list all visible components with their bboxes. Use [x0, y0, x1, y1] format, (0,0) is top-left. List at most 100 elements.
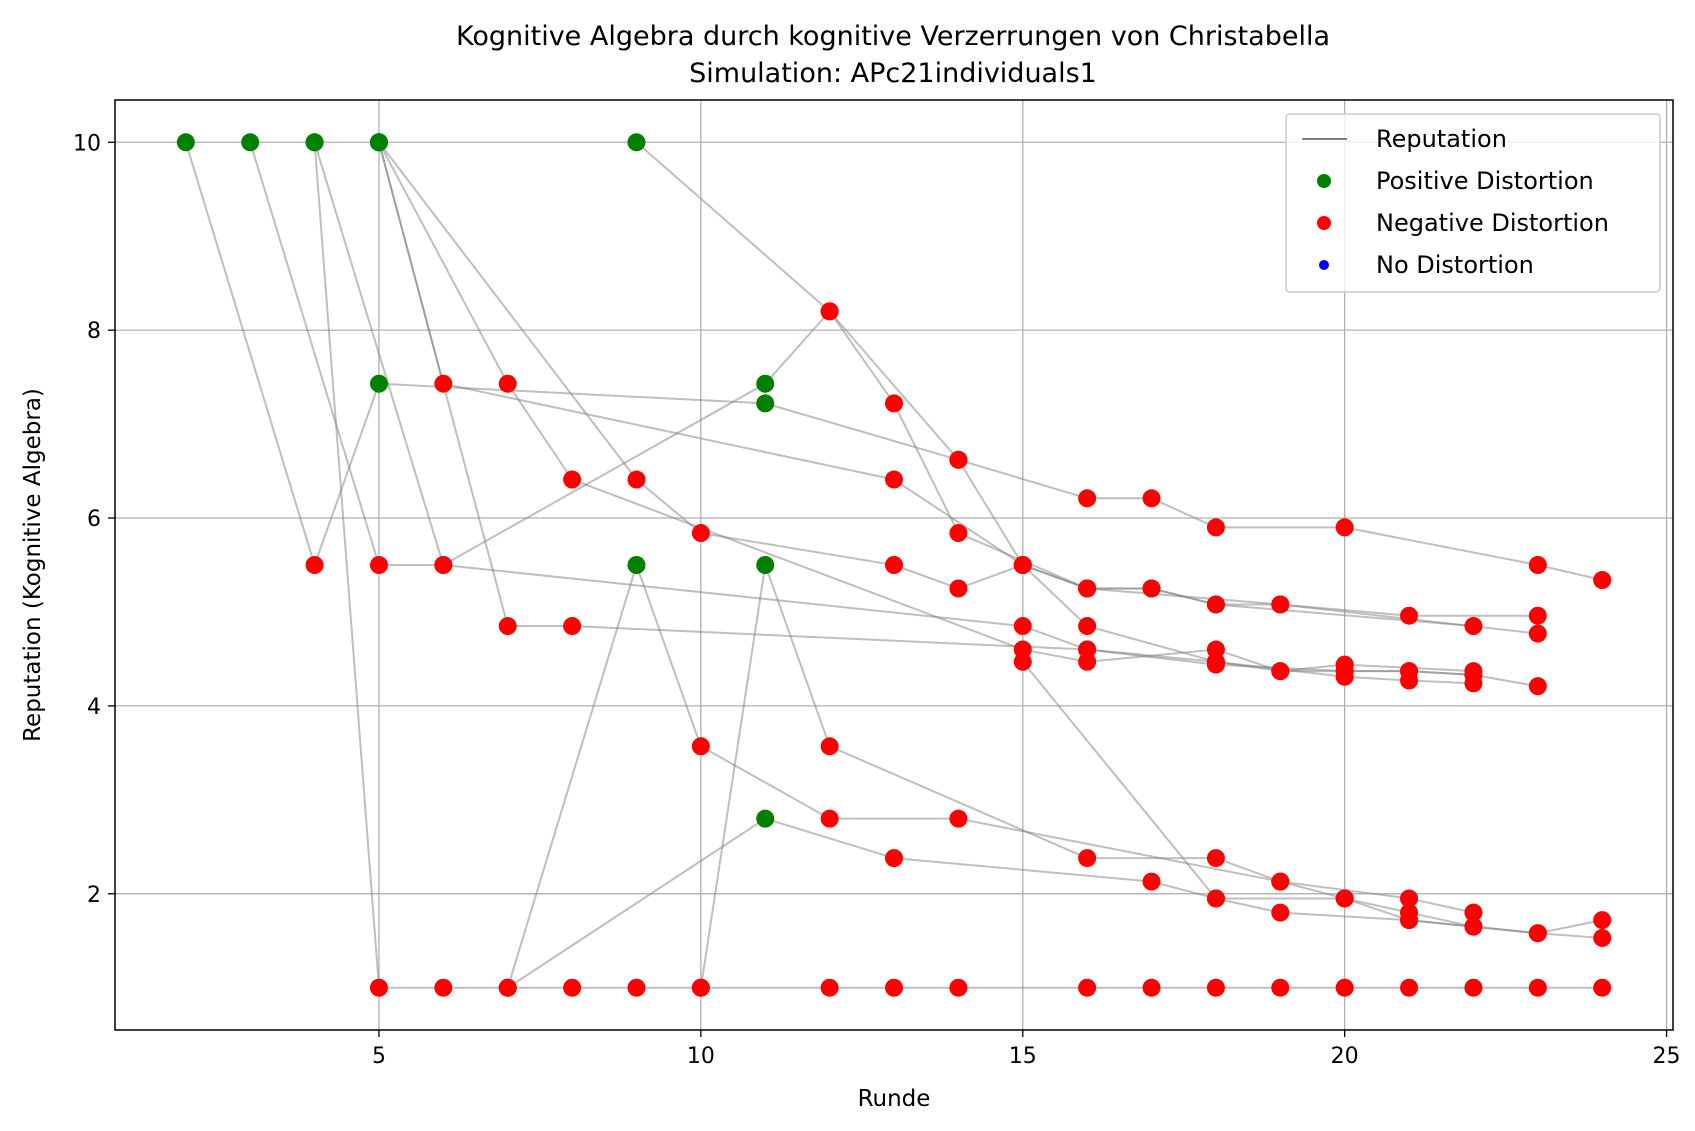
- positive-distortion-point: [627, 133, 646, 152]
- x-tick-label: 5: [372, 1044, 386, 1069]
- negative-distortion-point: [691, 978, 710, 997]
- y-tick-label: 4: [87, 695, 101, 720]
- negative-distortion-point: [885, 849, 903, 868]
- negative-distortion-point: [1271, 595, 1290, 614]
- negative-distortion-point: [1142, 579, 1161, 598]
- negative-distortion-point: [1078, 849, 1097, 868]
- positive-distortion-point: [756, 394, 775, 413]
- negative-distortion-point: [1528, 978, 1547, 997]
- negative-distortion-point: [1400, 606, 1419, 625]
- negative-distortion-point: [434, 374, 453, 393]
- negative-distortion-point: [563, 617, 582, 636]
- negative-distortion-point: [1335, 518, 1354, 537]
- negative-distortion-point: [1078, 579, 1097, 598]
- legend-dot-swatch: [1317, 216, 1331, 230]
- x-tick-label: 20: [1331, 1044, 1359, 1069]
- negative-distortion-point: [627, 978, 646, 997]
- negative-distortion-point: [885, 394, 903, 413]
- negative-distortion-point: [563, 470, 582, 489]
- chart-subtitle: Simulation: APc21individuals1: [689, 58, 1097, 89]
- negative-distortion-point: [820, 978, 839, 997]
- negative-distortion-point: [1013, 556, 1032, 574]
- negative-distortion-point: [820, 737, 839, 756]
- reputation-line: [699, 564, 1474, 988]
- negative-distortion-point: [820, 302, 839, 321]
- negative-distortion-point: [1271, 662, 1290, 681]
- negative-distortion-point: [949, 524, 968, 543]
- legend-label: Positive Distortion: [1376, 167, 1594, 195]
- legend-label: No Distortion: [1376, 251, 1534, 279]
- negative-distortion-point: [691, 737, 710, 756]
- x-tick-label: 25: [1653, 1044, 1681, 1069]
- negative-distortion-point: [885, 978, 903, 997]
- negative-distortion-point: [1464, 665, 1483, 684]
- x-axis-label: Runde: [858, 1086, 931, 1112]
- negative-distortion-point: [1335, 889, 1354, 908]
- negative-distortion-point: [949, 579, 968, 598]
- positive-distortion-point: [241, 133, 260, 152]
- negative-distortion-point: [498, 617, 517, 636]
- x-tick-label: 10: [687, 1044, 715, 1069]
- negative-distortion-point: [1078, 640, 1097, 659]
- legend-dot-swatch: [1319, 260, 1329, 270]
- negative-distortion-point: [1528, 677, 1547, 696]
- negative-distortion-point: [1400, 889, 1419, 908]
- y-tick-label: 6: [87, 507, 101, 532]
- data-points: [176, 133, 1612, 997]
- negative-distortion-point: [498, 978, 517, 997]
- positive-distortion-point: [756, 556, 775, 574]
- x-tick-label: 15: [1009, 1044, 1037, 1069]
- negative-distortion-point: [1206, 595, 1225, 614]
- negative-distortion-point: [1013, 652, 1032, 671]
- positive-distortion-point: [369, 374, 388, 393]
- negative-distortion-point: [949, 450, 968, 469]
- y-axis-label: Reputation (Kognitive Algebra): [20, 388, 46, 742]
- positive-distortion-point: [627, 556, 646, 574]
- negative-distortion-point: [305, 556, 324, 574]
- negative-distortion-point: [1206, 518, 1225, 537]
- negative-distortion-point: [1078, 617, 1097, 636]
- negative-distortion-point: [1078, 978, 1097, 997]
- negative-distortion-point: [498, 374, 517, 393]
- legend-box: [1285, 113, 1661, 293]
- negative-distortion-point: [1078, 489, 1097, 508]
- negative-distortion-point: [1206, 849, 1225, 868]
- positive-distortion-point: [176, 133, 195, 152]
- plot-frame: [114, 99, 1674, 1031]
- negative-distortion-point: [1593, 571, 1612, 590]
- positive-distortion-point: [756, 809, 775, 828]
- negative-distortion-point: [820, 809, 839, 828]
- negative-distortion-point: [627, 470, 646, 489]
- negative-distortion-point: [885, 556, 903, 574]
- negative-distortion-point: [1271, 903, 1290, 922]
- negative-distortion-point: [434, 978, 453, 997]
- positive-distortion-point: [369, 133, 388, 152]
- negative-distortion-point: [1464, 917, 1483, 936]
- reputation-line: [377, 142, 1474, 676]
- negative-distortion-point: [369, 556, 388, 574]
- negative-distortion-point: [369, 978, 388, 997]
- negative-distortion-point: [1400, 662, 1419, 681]
- negative-distortion-point: [1271, 872, 1290, 891]
- negative-distortion-point: [1464, 617, 1483, 636]
- negative-distortion-point: [1593, 928, 1612, 947]
- positive-distortion-point: [756, 374, 775, 393]
- negative-distortion-point: [1206, 889, 1225, 908]
- negative-distortion-point: [1142, 978, 1161, 997]
- negative-distortion-point: [1271, 978, 1290, 997]
- negative-distortion-point: [563, 978, 582, 997]
- negative-distortion-point: [949, 978, 968, 997]
- y-tick-label: 2: [87, 883, 101, 908]
- negative-distortion-point: [1335, 662, 1354, 681]
- negative-distortion-point: [1464, 978, 1483, 997]
- negative-distortion-point: [691, 524, 710, 543]
- negative-distortion-point: [949, 809, 968, 828]
- legend: Reputation Positive Distortion Negative Di…: [1285, 113, 1661, 293]
- legend-label: Reputation: [1376, 125, 1507, 153]
- legend-dot-swatch: [1317, 174, 1331, 188]
- negative-distortion-point: [1400, 911, 1419, 930]
- negative-distortion-point: [885, 470, 903, 489]
- negative-distortion-point: [1206, 655, 1225, 674]
- negative-distortion-point: [1464, 903, 1483, 922]
